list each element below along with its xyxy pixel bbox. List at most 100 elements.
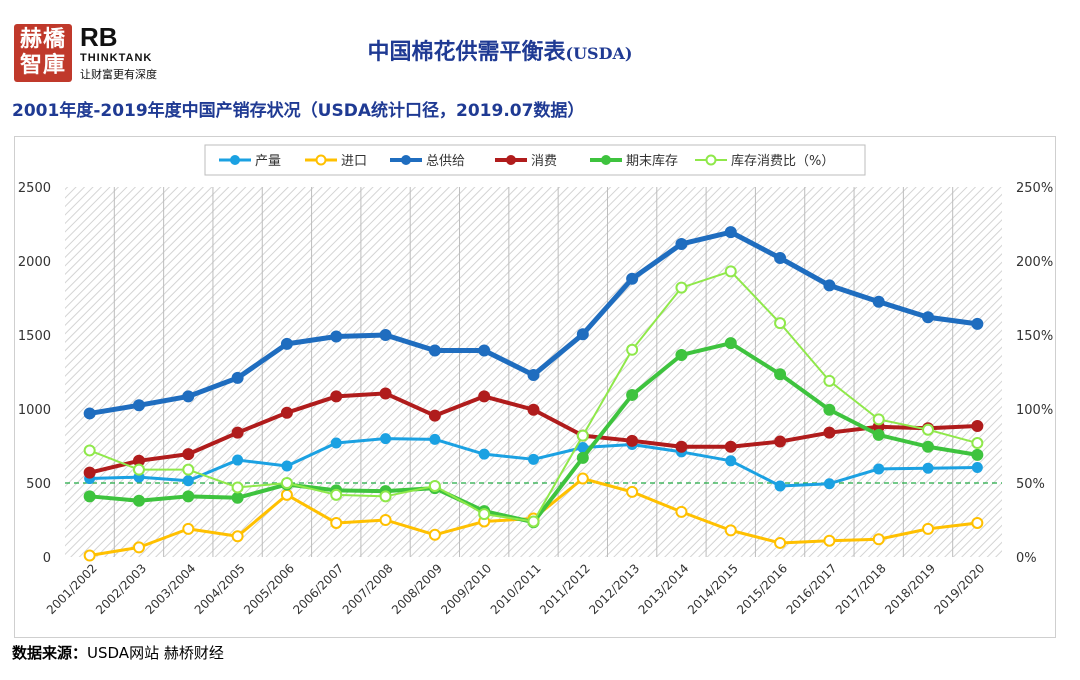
- series-point-3: [182, 448, 195, 461]
- series-point-5: [478, 508, 491, 521]
- y-axis-tick-label: 2000: [18, 255, 51, 270]
- y-axis-tick-label: 1000: [18, 403, 51, 418]
- series-point-0: [281, 460, 293, 472]
- series-point-0: [774, 480, 786, 492]
- series-point-5: [231, 481, 244, 494]
- page-title-suffix: (USDA): [565, 44, 633, 63]
- x-axis-tick-label: 2009/2010: [438, 561, 494, 617]
- series-point-5: [626, 343, 639, 356]
- series-point-0: [528, 453, 539, 465]
- series-point-4: [724, 337, 737, 350]
- x-axis-tick-label: 2012/2013: [586, 561, 642, 617]
- y2-axis-tick-label: 0%: [1016, 551, 1037, 566]
- legend-swatch-marker: [230, 155, 240, 165]
- series-point-1: [626, 485, 639, 498]
- y-axis-tick-label: 1500: [18, 329, 51, 344]
- series-point-1: [330, 516, 343, 529]
- series-point-1: [872, 533, 885, 546]
- series-point-3: [231, 426, 244, 439]
- series-point-0: [823, 478, 835, 490]
- x-axis-tick-label: 2006/2007: [290, 561, 346, 617]
- legend-label: 期末库存: [626, 153, 678, 169]
- series-point-4: [872, 428, 885, 441]
- series-point-4: [83, 490, 96, 503]
- series-point-3: [626, 434, 639, 447]
- series-point-2: [330, 330, 343, 343]
- x-axis-tick-label: 2011/2012: [537, 561, 593, 617]
- x-axis-tick-label: 2018/2019: [882, 561, 938, 617]
- series-point-0: [380, 433, 392, 445]
- series-point-4: [675, 348, 688, 361]
- y2-axis-tick-label: 250%: [1016, 181, 1053, 196]
- series-point-3: [379, 387, 392, 400]
- series-point-1: [576, 472, 589, 485]
- legend-swatch-marker: [315, 154, 327, 166]
- series-point-4: [922, 440, 935, 453]
- series-point-2: [280, 337, 293, 350]
- x-axis-tick-label: 2013/2014: [636, 561, 692, 617]
- logo-slogan: 让财富更有深度: [80, 68, 157, 81]
- data-source: 数据来源：USDA网站 赫桥财经: [12, 642, 224, 663]
- logo-brand: RB: [80, 22, 118, 52]
- series-point-1: [280, 488, 293, 501]
- series-point-3: [83, 466, 96, 479]
- series-point-1: [83, 549, 96, 562]
- series-point-4: [971, 448, 984, 461]
- x-axis-tick-label: 2005/2006: [241, 561, 297, 617]
- series-point-5: [724, 265, 737, 278]
- series-point-2: [626, 272, 639, 285]
- x-axis-tick-label: 2001/2002: [44, 561, 100, 617]
- series-point-2: [379, 329, 392, 341]
- series-point-5: [330, 488, 343, 501]
- x-axis-tick-label: 2002/2003: [93, 561, 149, 617]
- y-axis-tick-label: 500: [26, 477, 51, 492]
- series-point-2: [527, 368, 540, 381]
- series-point-3: [478, 390, 491, 403]
- series-point-2: [478, 344, 491, 357]
- series-point-2: [971, 317, 984, 330]
- y-axis-tick-label: 0: [43, 551, 51, 566]
- series-point-5: [83, 444, 96, 457]
- series-point-5: [379, 490, 392, 503]
- x-axis-tick-label: 2007/2008: [340, 561, 396, 617]
- series-point-1: [922, 522, 935, 535]
- plot-area: 0 500 1000 1500 2000 2500 0% 50% 100% 150% 200% 250…: [18, 181, 1053, 617]
- y-axis-tick-label: 2500: [18, 181, 51, 196]
- legend-label: 消费: [531, 154, 557, 169]
- series-point-5: [922, 423, 935, 436]
- series-point-3: [280, 406, 293, 419]
- legend-swatch-marker: [401, 155, 411, 165]
- page-title: 中国棉花供需平衡表(USDA): [0, 34, 1000, 66]
- page-title-main: 中国棉花供需平衡表: [367, 40, 566, 65]
- legend-label: 进口: [341, 154, 367, 169]
- series-point-1: [823, 534, 836, 547]
- y2-axis-tick-label: 50%: [1016, 477, 1045, 492]
- series-point-2: [675, 237, 688, 250]
- series-point-1: [428, 528, 441, 541]
- series-point-0: [725, 455, 737, 467]
- logo-emblem: 赫橋 智庫: [14, 24, 72, 82]
- series-point-4: [182, 490, 195, 503]
- series-point-3: [971, 420, 984, 433]
- series-point-2: [428, 344, 441, 357]
- series-point-1: [379, 514, 392, 526]
- x-axis-tick-label: 2016/2017: [784, 561, 840, 617]
- series-point-3: [330, 390, 343, 403]
- series-point-5: [774, 317, 787, 330]
- line-chart: 产量 进口 总供给 消费 期末库存 库存消费比（%） 0 500 1000 1500 2000 25…: [18, 144, 1053, 617]
- series-point-0: [971, 461, 983, 473]
- logo-brand-sub: THINKTANK: [80, 52, 153, 64]
- series-point-0: [922, 462, 934, 474]
- series-point-1: [182, 522, 195, 535]
- series-point-0: [182, 475, 194, 487]
- series-point-5: [823, 374, 836, 387]
- series-point-1: [231, 530, 244, 543]
- series-point-2: [132, 399, 145, 412]
- series-point-2: [922, 311, 935, 324]
- legend-label: 产量: [255, 154, 281, 169]
- series-point-4: [231, 491, 244, 504]
- data-source-label: 数据来源：: [12, 644, 88, 662]
- series-point-5: [428, 479, 441, 492]
- legend-swatch-marker: [601, 155, 611, 165]
- series-point-5: [872, 413, 885, 426]
